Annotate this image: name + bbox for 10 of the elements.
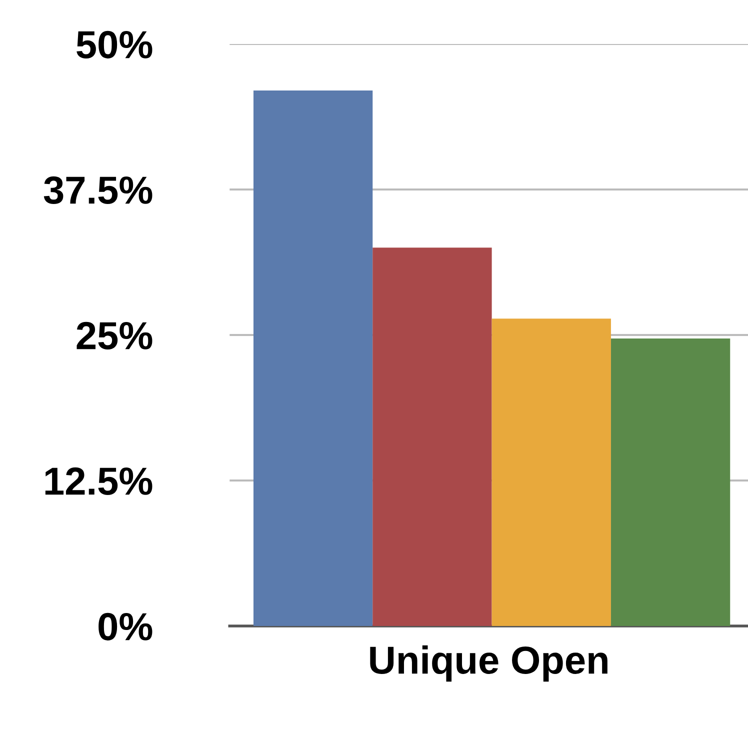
y-tick-label: 37.5% xyxy=(44,176,152,204)
y-tick-label: 50% xyxy=(76,30,152,58)
y-tick-label: 0% xyxy=(98,612,152,640)
bar xyxy=(372,248,492,626)
bar xyxy=(253,90,373,626)
y-tick-label: 12.5% xyxy=(45,467,152,495)
x-axis-title: Unique Open xyxy=(370,645,608,682)
bar xyxy=(492,318,611,626)
y-tick-label: 25% xyxy=(76,322,152,350)
bar xyxy=(610,338,730,626)
